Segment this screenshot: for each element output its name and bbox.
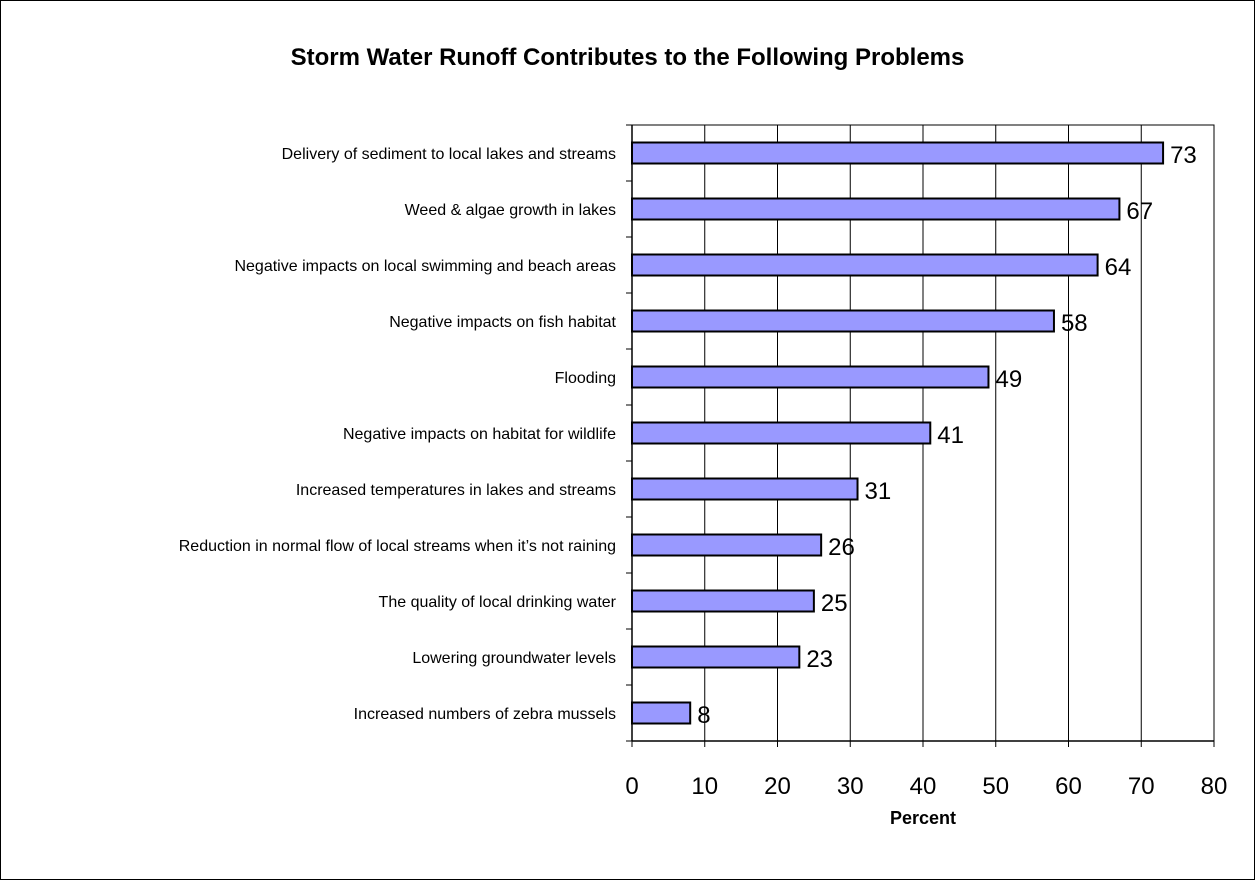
data-label: 23 [806, 646, 833, 673]
bar [631, 141, 1165, 165]
x-tick-label: 0 [625, 773, 638, 800]
bar [631, 477, 859, 501]
bar [631, 701, 692, 725]
x-tick-label: 70 [1128, 773, 1155, 800]
category-label: Negative impacts on habitat for wildlife [343, 426, 616, 443]
data-label: 67 [1126, 198, 1153, 225]
bar [631, 533, 823, 557]
data-label: 49 [995, 366, 1022, 393]
data-label: 73 [1170, 142, 1197, 169]
category-label: Flooding [555, 370, 616, 387]
category-label: Increased temperatures in lakes and stre… [296, 482, 616, 499]
category-label: Increased numbers of zebra mussels [354, 706, 616, 723]
data-label: 8 [697, 702, 710, 729]
bar [631, 365, 990, 389]
bar [631, 421, 932, 445]
category-label: The quality of local drinking water [379, 594, 617, 611]
bar [631, 589, 815, 613]
category-label: Negative impacts on local swimming and b… [234, 258, 616, 275]
x-tick-label: 60 [1055, 773, 1082, 800]
bar [631, 197, 1121, 221]
bar [631, 645, 801, 669]
category-label: Reduction in normal flow of local stream… [179, 538, 616, 555]
x-axis-title: Percent [890, 808, 956, 828]
data-label: 26 [828, 534, 855, 561]
x-tick-label: 40 [910, 773, 937, 800]
chart-title: Storm Water Runoff Contributes to the Fo… [290, 44, 965, 71]
data-label: 58 [1061, 310, 1088, 337]
category-label: Weed & algae growth in lakes [405, 202, 616, 219]
bar [631, 253, 1099, 277]
x-tick-label: 50 [982, 773, 1009, 800]
x-tick-label: 20 [764, 773, 791, 800]
data-label: 64 [1105, 254, 1132, 281]
data-label: 25 [821, 590, 848, 617]
data-label: 31 [865, 478, 892, 505]
x-tick-label: 10 [691, 773, 718, 800]
category-label: Lowering groundwater levels [412, 650, 616, 667]
bar [631, 309, 1055, 333]
x-tick-label: 80 [1201, 773, 1228, 800]
x-tick-label: 30 [837, 773, 864, 800]
data-label: 41 [937, 422, 964, 449]
category-label: Delivery of sediment to local lakes and … [282, 146, 616, 163]
category-label: Negative impacts on fish habitat [389, 314, 616, 331]
